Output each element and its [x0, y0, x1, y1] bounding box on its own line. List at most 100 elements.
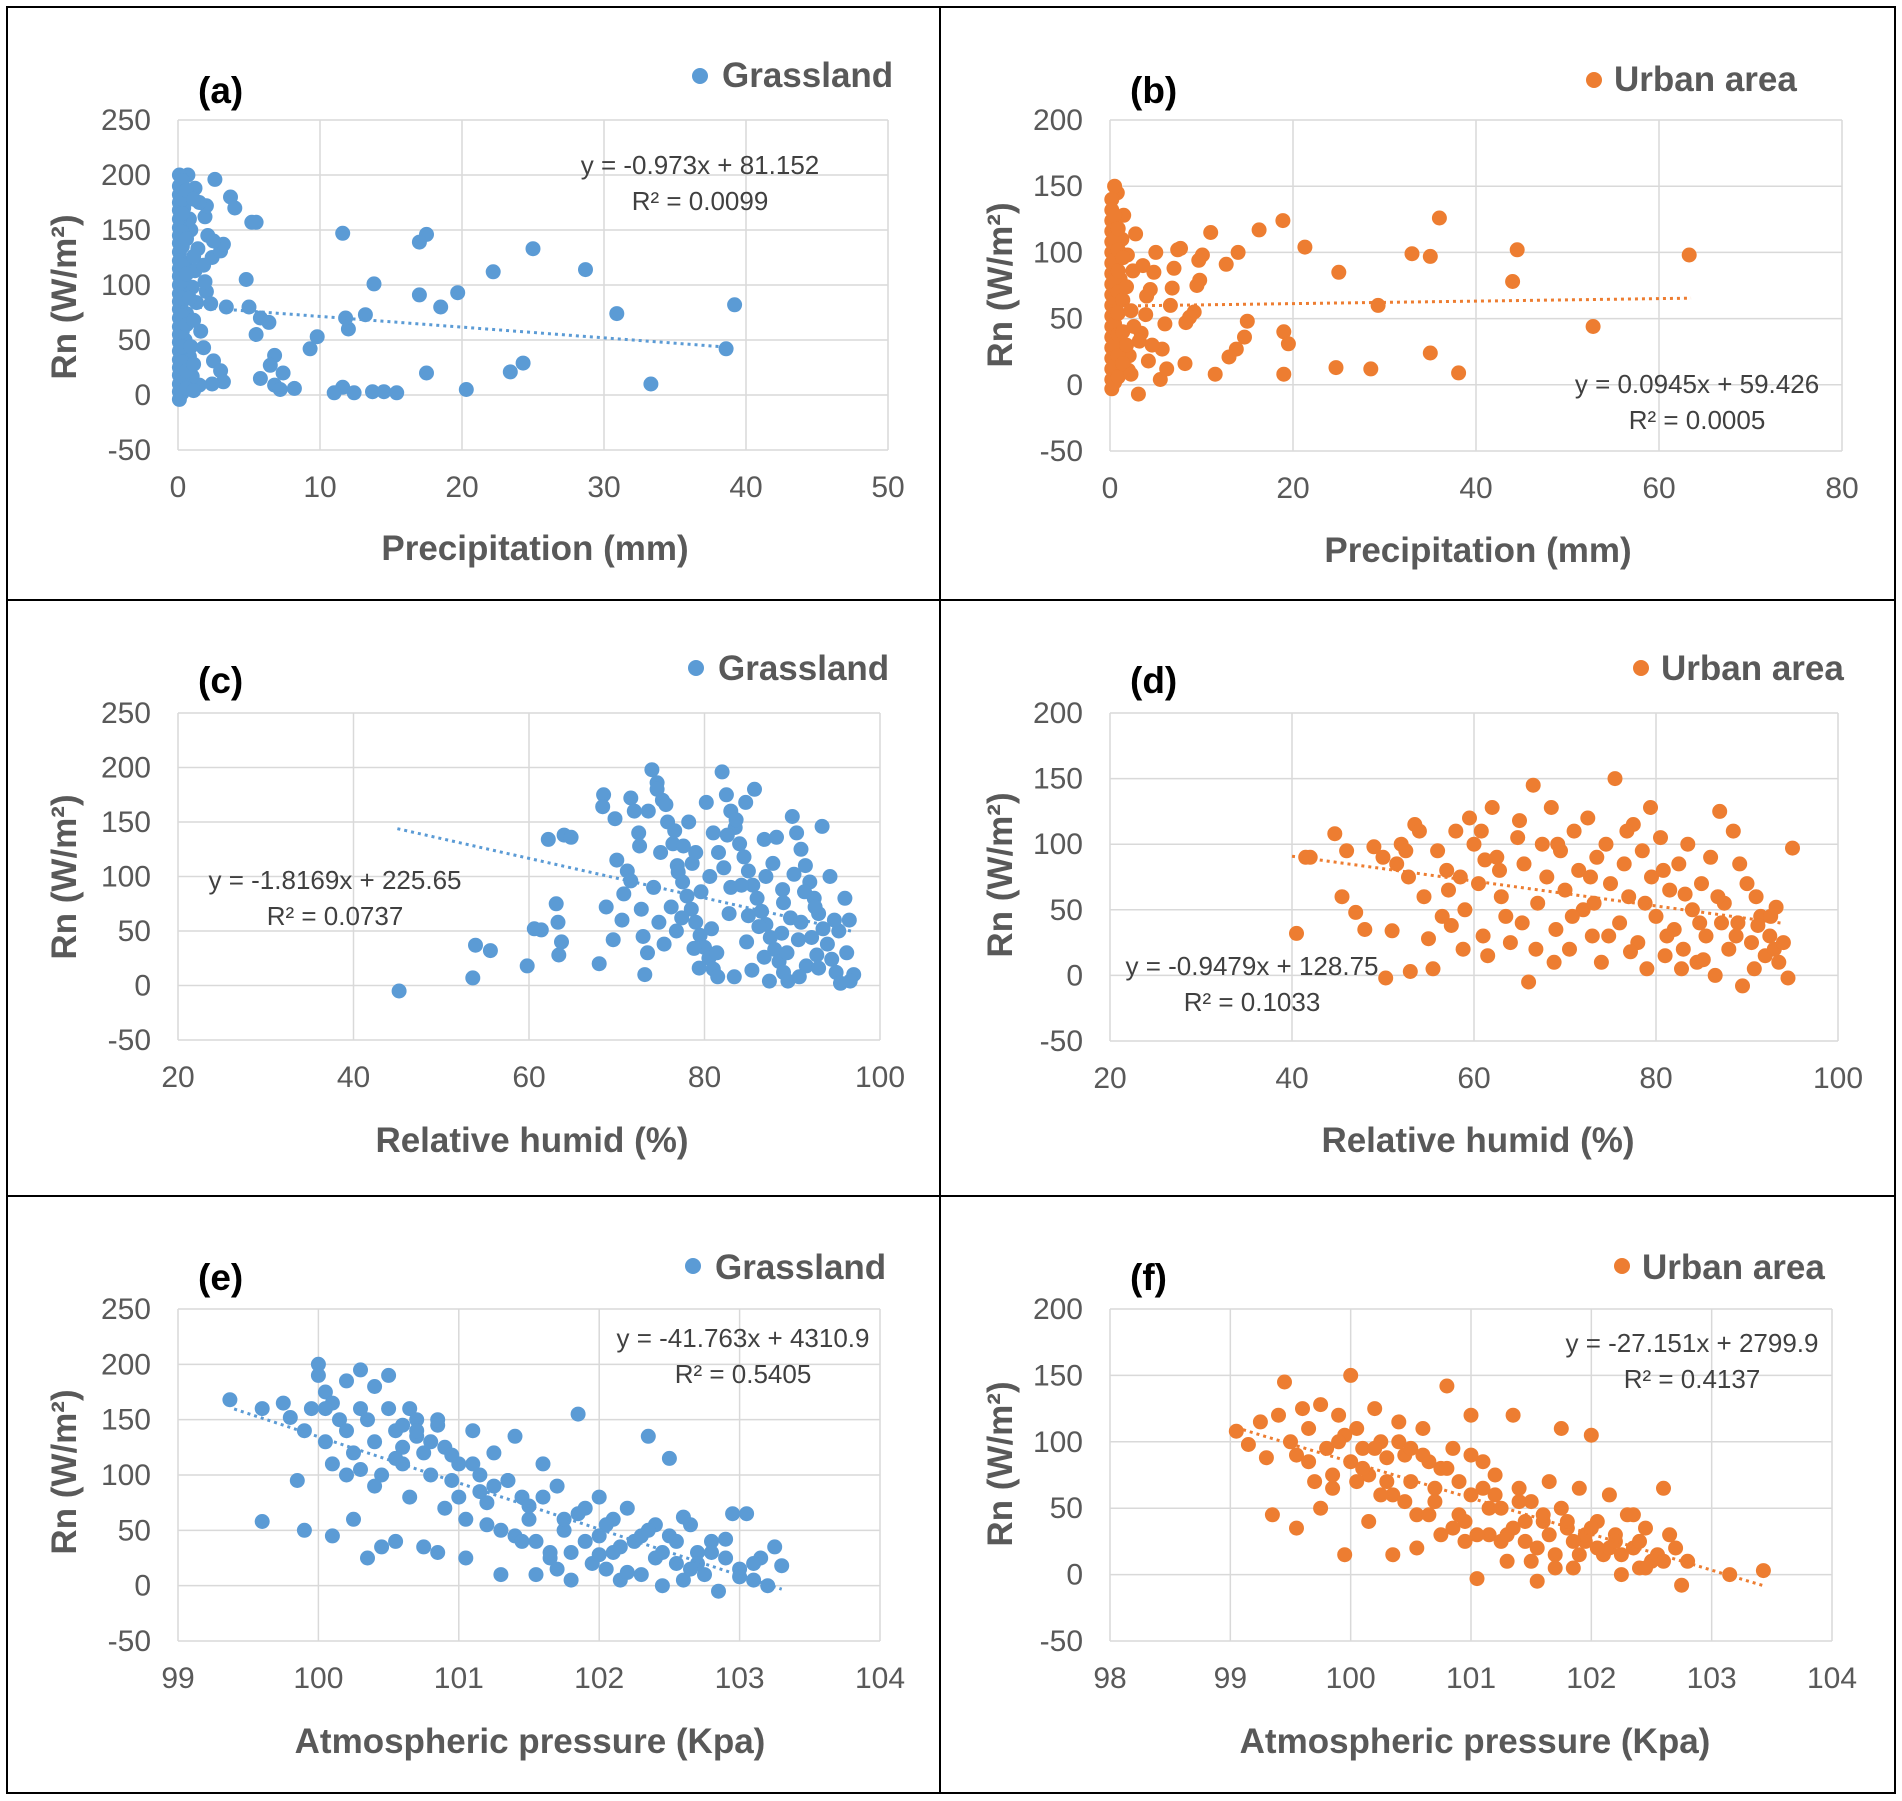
data-point — [1367, 1440, 1383, 1456]
data-point — [174, 206, 190, 221]
y-axis-title-b: Rn (W/m²) — [981, 202, 1020, 367]
data-point — [222, 1392, 238, 1408]
data-point — [1379, 1450, 1395, 1466]
trend-equation-c: y = -1.8169x + 225.65 — [209, 865, 462, 895]
data-point — [683, 901, 699, 917]
data-point — [1530, 895, 1546, 911]
data-point — [681, 814, 697, 830]
data-point — [1439, 862, 1455, 878]
data-point — [196, 257, 212, 273]
data-point — [310, 1356, 326, 1372]
y-axis-title-d: Rn (W/m²) — [981, 792, 1020, 957]
data-point — [736, 849, 752, 865]
data-point — [1725, 823, 1741, 839]
data-point — [690, 1545, 705, 1560]
data-point — [668, 1556, 684, 1571]
data-point — [186, 356, 202, 372]
data-point — [841, 912, 857, 928]
y-tick-label: -50 — [108, 1625, 151, 1658]
x-axis-title-a: Precipitation (mm) — [381, 529, 688, 568]
data-point — [1601, 928, 1617, 944]
y-axis-title-f: Rn (W/m²) — [981, 1381, 1020, 1546]
data-point — [718, 1550, 734, 1566]
data-point — [1655, 862, 1671, 878]
y-tick-label: 50 — [1050, 1492, 1083, 1525]
data-point — [814, 818, 830, 834]
data-point — [1361, 1514, 1377, 1529]
data-point — [1523, 1494, 1539, 1510]
data-point — [1632, 1533, 1647, 1549]
data-point — [1565, 1560, 1581, 1576]
data-point — [727, 297, 743, 313]
data-point — [798, 958, 814, 974]
x-tick-label: 20 — [445, 471, 478, 504]
data-point — [1349, 1421, 1365, 1436]
data-point — [570, 1506, 586, 1522]
data-point — [1433, 1527, 1449, 1543]
data-point — [740, 863, 756, 879]
data-point — [549, 1561, 565, 1577]
data-point — [1289, 925, 1304, 941]
data-point — [181, 290, 197, 306]
legend-label-d: Urban area — [1661, 649, 1844, 688]
data-point — [1656, 1480, 1671, 1496]
data-point — [1695, 952, 1711, 968]
data-point — [179, 231, 194, 247]
data-point — [324, 1456, 340, 1472]
data-point — [1748, 889, 1764, 905]
data-point — [683, 1561, 698, 1577]
data-point — [1643, 800, 1658, 815]
data-point — [595, 799, 611, 815]
data-point — [1509, 242, 1525, 258]
x-tick-label: 102 — [1566, 1662, 1616, 1695]
data-point — [515, 355, 531, 371]
data-point — [691, 960, 707, 976]
data-point — [1422, 248, 1438, 264]
data-point — [1339, 843, 1355, 859]
x-tick-label: 60 — [1642, 472, 1675, 505]
y-axis-title-c: Rn (W/m²) — [45, 794, 84, 959]
data-point — [366, 276, 382, 292]
data-point — [1607, 1533, 1623, 1549]
data-point — [514, 1533, 530, 1549]
data-point — [317, 1434, 333, 1450]
data-point — [719, 827, 735, 843]
legend-label-a: Grassland — [722, 56, 893, 95]
data-point — [756, 949, 772, 965]
data-point — [609, 306, 625, 322]
y-tick-label: 200 — [1033, 1293, 1083, 1326]
trend-equation-f: y = -27.151x + 2799.9 — [1566, 1328, 1819, 1358]
data-point — [631, 825, 647, 841]
data-point — [254, 1401, 270, 1417]
y-tick-label: 0 — [1066, 1559, 1083, 1592]
data-point — [1564, 908, 1580, 924]
data-point — [1378, 970, 1394, 986]
panel-a: (a) Grassland -50 0 50 100 150 200 250 0 10 20 30 4… — [45, 56, 905, 568]
data-point — [1529, 1573, 1545, 1589]
data-point — [1343, 1367, 1359, 1383]
data-point — [756, 831, 772, 847]
data-point — [1119, 279, 1134, 295]
data-point — [1416, 889, 1432, 905]
data-point — [1528, 941, 1544, 957]
data-point — [1276, 366, 1292, 382]
data-point — [1499, 1527, 1515, 1543]
y-tick-label: 250 — [101, 697, 151, 730]
data-point — [709, 945, 725, 961]
data-point — [626, 803, 642, 819]
data-point — [1391, 1414, 1407, 1430]
plot-area-c: -50 0 50 100 150 200 250 20 40 60 80 100 — [101, 697, 905, 1094]
data-point — [1451, 365, 1467, 381]
data-point — [749, 890, 765, 906]
data-point — [1130, 386, 1146, 402]
data-point — [797, 884, 812, 900]
data-point — [718, 341, 734, 357]
data-point — [1123, 366, 1139, 382]
data-point — [493, 1567, 509, 1583]
data-point — [1325, 1480, 1341, 1496]
data-point — [1771, 954, 1787, 970]
data-point — [646, 879, 662, 895]
trend-equation-e: y = -41.763x + 4310.9 — [617, 1323, 870, 1353]
data-point — [824, 951, 840, 967]
data-point — [725, 1506, 741, 1522]
